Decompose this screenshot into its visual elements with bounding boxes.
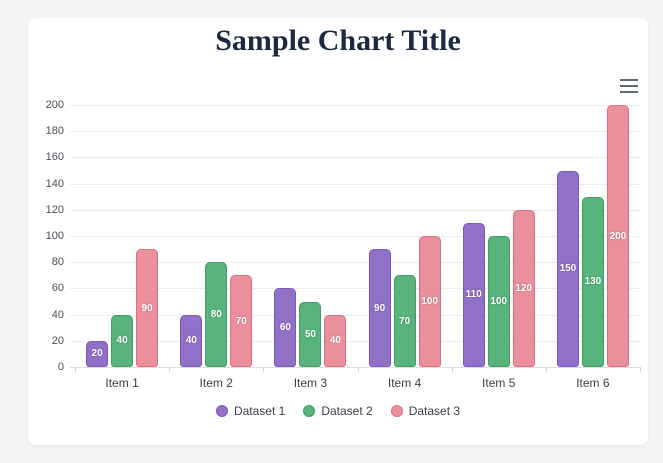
y-gridline (70, 262, 640, 264)
chart-card: Sample Chart Title 0 20 40 60 80 100 120 140 160… (28, 18, 648, 445)
bar-dataset-2-item-5[interactable]: 100 (487, 236, 510, 367)
bar-dataset-2-item-6[interactable]: 130 (581, 196, 604, 367)
chart-legend: Dataset 1 Dataset 2 Dataset 3 (28, 404, 648, 418)
bar-dataset-2-item-4[interactable]: 70 (393, 275, 416, 367)
x-axis-category-label: Item 6 (576, 376, 610, 390)
bar-value-label: 80 (210, 309, 222, 321)
x-axis-category-label: Item 2 (199, 376, 233, 390)
y-gridline (70, 288, 640, 290)
bar-dataset-3-item-2[interactable]: 70 (230, 275, 253, 367)
legend-label: Dataset 3 (408, 404, 461, 418)
menu-line (620, 79, 638, 82)
x-axis-category-label: Item 1 (105, 376, 139, 390)
bar-value-label: 110 (465, 289, 482, 301)
x-axis-tick (263, 367, 265, 372)
bar-dataset-3-item-4[interactable]: 100 (418, 236, 441, 367)
bar-value-label: 90 (374, 302, 386, 314)
legend-label: Dataset 2 (321, 404, 373, 418)
y-axis-tick-label: 200 (45, 99, 64, 111)
x-axis-baseline (70, 367, 640, 368)
y-axis-tick-label: 100 (45, 230, 64, 242)
x-axis-tick (451, 367, 453, 372)
y-axis-tick-label: 80 (51, 256, 64, 269)
x-axis-category-label: Item 3 (293, 376, 328, 390)
bar-chart: 0 20 40 60 80 100 120 140 160 180 200 20 40 90 Item 1 4… (28, 18, 648, 445)
x-axis-category-label: Item 4 (387, 376, 422, 390)
bar-value-label: 50 (304, 328, 316, 340)
bar-value-label: 40 (329, 335, 341, 347)
bar-value-label: 100 (490, 296, 508, 307)
y-axis-tick-label: 180 (45, 125, 64, 138)
y-gridline (70, 131, 640, 133)
bar-value-label: 130 (584, 276, 602, 288)
legend-item-dataset-1[interactable]: Dataset 1 (215, 404, 286, 418)
x-axis-tick (545, 367, 547, 372)
menu-line (620, 84, 638, 88)
bar-value-label: 70 (399, 315, 411, 327)
y-axis-tick-label: 20 (51, 334, 64, 347)
chart-menu-icon[interactable] (620, 79, 639, 93)
bar-dataset-1-item-4[interactable]: 90 (368, 249, 391, 367)
bar-value-label: 40 (116, 335, 128, 347)
y-axis-tick-label: 0 (57, 361, 64, 373)
y-axis-tick-label: 140 (45, 177, 64, 190)
bar-dataset-3-item-6[interactable]: 200 (606, 105, 629, 367)
y-gridline (70, 209, 640, 211)
y-gridline (70, 105, 640, 106)
bar-value-label: 70 (235, 315, 247, 327)
bar-value-label: 20 (91, 348, 103, 360)
bar-value-label: 100 (421, 296, 438, 307)
bar-dataset-3-item-1[interactable]: 90 (136, 249, 159, 367)
bar-dataset-2-item-3[interactable]: 50 (299, 301, 322, 367)
x-axis-tick (640, 367, 641, 372)
legend-marker-icon (303, 405, 316, 417)
legend-marker-icon (215, 405, 228, 417)
y-gridline (70, 236, 640, 237)
legend-label: Dataset 1 (233, 404, 286, 418)
bar-value-label: 40 (185, 335, 197, 347)
y-axis-tick-label: 120 (45, 203, 64, 216)
bar-dataset-1-item-6[interactable]: 150 (556, 170, 579, 367)
x-axis-tick (169, 367, 171, 372)
y-axis-tick-label: 60 (51, 282, 64, 295)
x-axis-tick (357, 367, 359, 372)
bar-dataset-1-item-1[interactable]: 20 (86, 340, 109, 367)
menu-line (620, 90, 638, 93)
x-axis-tick (75, 367, 76, 372)
y-axis-tick-label: 40 (51, 308, 64, 321)
y-axis-tick-label: 160 (45, 151, 64, 164)
legend-item-dataset-2[interactable]: Dataset 2 (303, 404, 373, 418)
chart-title: Sample Chart Title (215, 24, 461, 57)
legend-marker-icon (390, 405, 403, 417)
bar-value-label: 60 (279, 322, 291, 334)
x-axis-category-label: Item 5 (482, 376, 516, 390)
y-gridline (70, 314, 640, 316)
legend-item-dataset-3[interactable]: Dataset 3 (390, 404, 461, 418)
bar-value-label: 200 (609, 230, 627, 242)
y-gridline (70, 157, 640, 159)
y-gridline (70, 183, 640, 185)
y-gridline (70, 340, 640, 342)
bar-value-label: 90 (141, 302, 153, 314)
bar-value-label: 120 (515, 282, 533, 294)
bar-dataset-2-item-1[interactable]: 40 (111, 314, 134, 367)
bar-dataset-1-item-3[interactable]: 60 (274, 288, 297, 367)
bar-dataset-3-item-5[interactable]: 120 (512, 209, 535, 367)
bar-dataset-2-item-2[interactable]: 80 (205, 262, 228, 367)
bar-value-label: 150 (559, 263, 577, 275)
bar-dataset-1-item-2[interactable]: 40 (180, 314, 203, 367)
bar-dataset-3-item-3[interactable]: 40 (324, 314, 347, 367)
bar-dataset-1-item-5[interactable]: 110 (462, 222, 485, 367)
